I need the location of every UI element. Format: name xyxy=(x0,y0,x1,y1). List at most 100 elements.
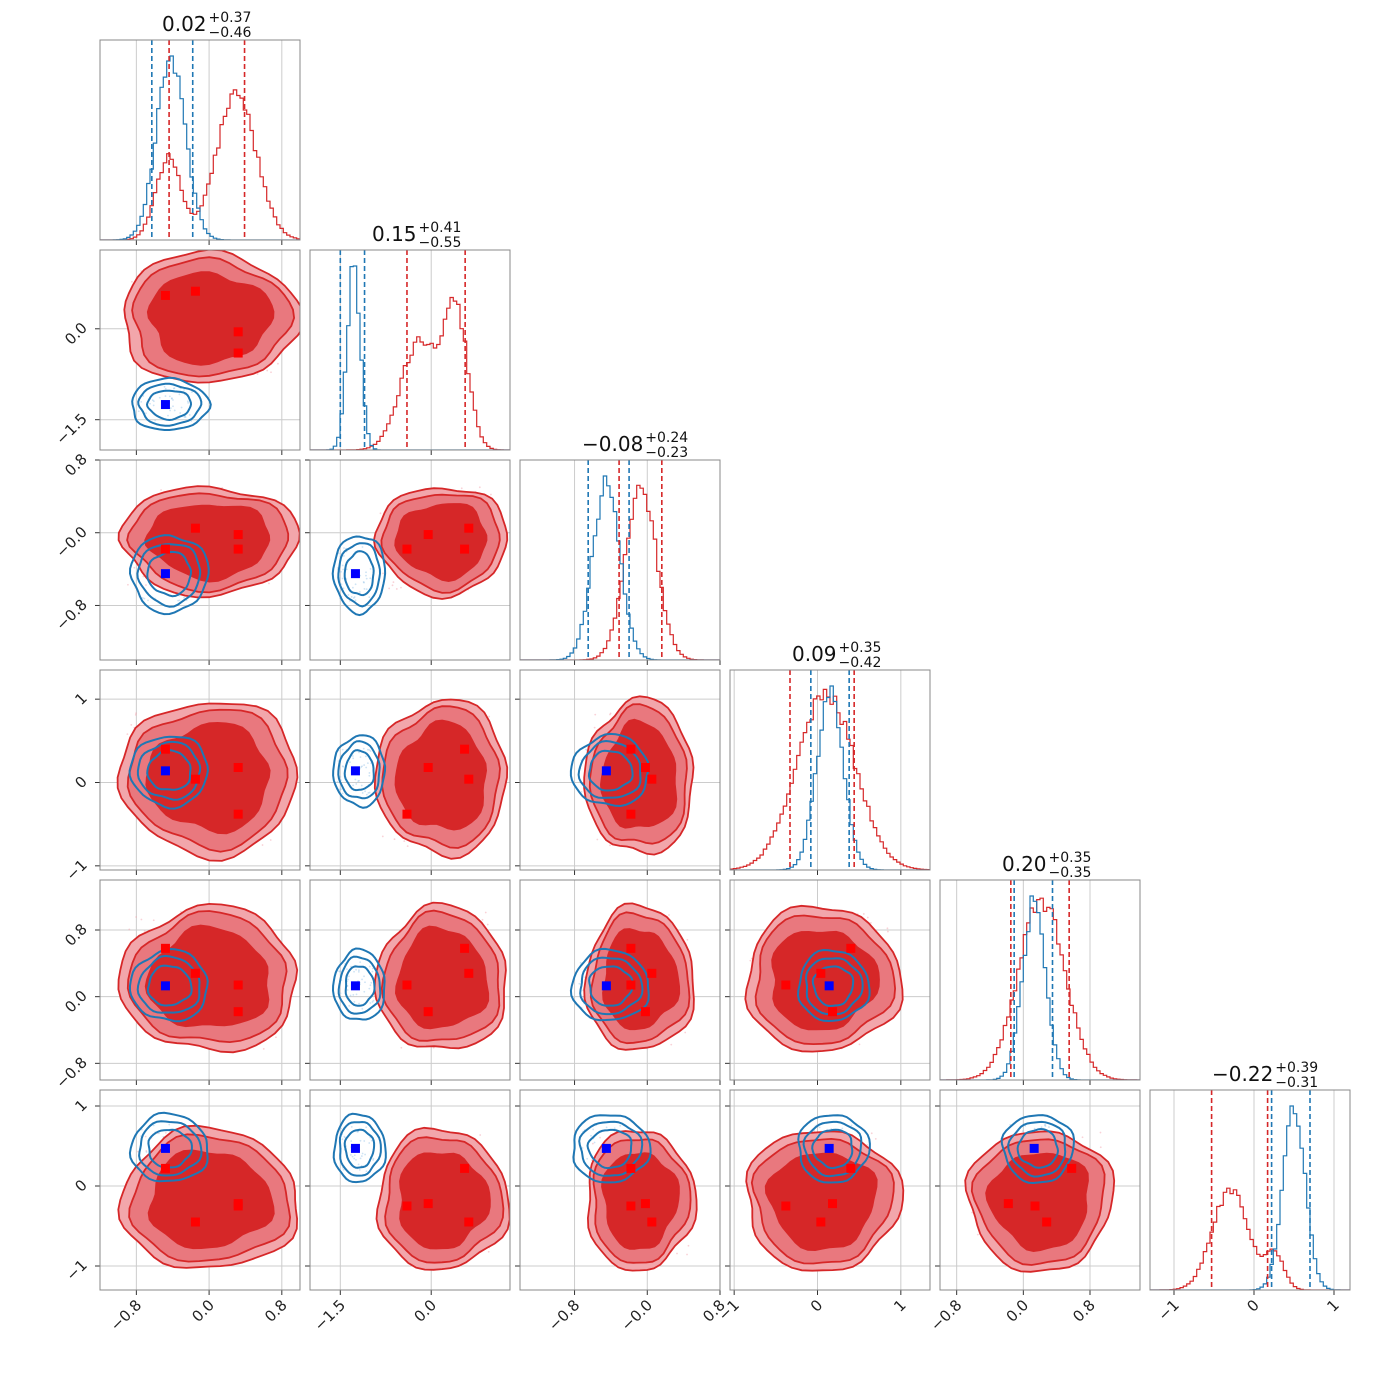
contour-blue xyxy=(146,550,193,598)
sample-point xyxy=(179,412,182,414)
sample-point xyxy=(684,1031,687,1034)
contour-blue xyxy=(145,389,193,422)
sample-point xyxy=(338,970,340,973)
contour-blue xyxy=(587,749,634,792)
contour-blue xyxy=(137,382,203,427)
sample-point xyxy=(190,391,193,393)
truth-marker-blue xyxy=(160,569,170,579)
sample-point xyxy=(342,587,345,590)
sample-point xyxy=(391,584,394,587)
truth-marker-blue xyxy=(601,766,611,776)
mode-marker-red xyxy=(626,1163,636,1173)
sample-point xyxy=(366,793,368,796)
sample-point xyxy=(341,748,344,751)
contour-blue xyxy=(797,1114,871,1184)
sample-point xyxy=(1033,1127,1036,1130)
sample-point xyxy=(345,568,348,571)
x-tick-label: 0.8 xyxy=(261,1296,291,1326)
sample-point xyxy=(340,583,343,586)
contour-blue xyxy=(331,535,387,617)
contour-blue xyxy=(128,735,209,810)
mode-marker-red xyxy=(647,774,657,784)
mode-marker-red xyxy=(464,774,474,784)
x-tick-label: −1 xyxy=(1154,1296,1182,1324)
sample-point xyxy=(1021,1130,1024,1133)
mode-marker-red xyxy=(423,1199,433,1209)
mode-marker-red xyxy=(160,290,170,300)
mode-marker-red xyxy=(160,544,170,554)
y-tick-label: 0.8 xyxy=(61,450,91,480)
sample-point xyxy=(599,1136,601,1139)
panel-frame xyxy=(939,879,1141,1081)
sample-point xyxy=(400,1046,403,1049)
sample-point xyxy=(866,1144,869,1146)
sample-point xyxy=(342,568,345,571)
sample-point xyxy=(130,723,133,726)
panel-frame xyxy=(519,879,721,1081)
sample-point xyxy=(370,981,373,984)
truth-marker-blue xyxy=(350,569,360,579)
pair-panel: −1.5 0.0 xyxy=(305,1089,511,1335)
sample-point xyxy=(152,919,155,922)
pair-panel: −1 0 1 xyxy=(62,669,301,884)
sample-point xyxy=(349,761,351,763)
sample-point xyxy=(351,1155,354,1158)
sample-point xyxy=(1099,1146,1102,1149)
mode-marker-red xyxy=(160,1163,170,1173)
sample-point xyxy=(749,959,752,962)
sample-point xyxy=(676,1252,678,1255)
contour-blue xyxy=(586,1128,633,1170)
sample-point xyxy=(158,396,161,399)
contour-inner-red xyxy=(394,503,488,583)
sample-point xyxy=(188,414,191,416)
sample-point xyxy=(277,362,279,365)
truth-marker-blue xyxy=(160,1143,170,1153)
mode-marker-red xyxy=(233,544,243,554)
y-tick-label: 0.0 xyxy=(61,987,91,1017)
sample-point xyxy=(164,395,167,397)
sample-point xyxy=(362,747,365,750)
contour-inner-red xyxy=(601,1152,680,1250)
sample-point xyxy=(339,992,342,995)
sample-point xyxy=(687,1244,690,1247)
sample-point xyxy=(169,409,171,412)
sample-point xyxy=(141,597,144,599)
pair-panel: −0.8 0.0 0.8 xyxy=(927,1089,1141,1335)
sample-point xyxy=(841,1127,844,1130)
truth-marker-blue xyxy=(350,1143,360,1153)
sample-point xyxy=(336,781,339,783)
mode-marker-red xyxy=(1042,1217,1052,1227)
pair-panel xyxy=(725,879,931,1085)
panel-title: −0.22 xyxy=(1212,1062,1273,1086)
sample-point xyxy=(613,1127,616,1130)
sample-point xyxy=(353,1000,356,1003)
sample-point xyxy=(266,369,269,372)
x-tick-label: −0.0 xyxy=(618,1296,656,1334)
panel-frame xyxy=(309,669,511,871)
y-tick-label: 0.8 xyxy=(61,920,91,950)
sample-point xyxy=(152,404,155,407)
sample-point xyxy=(168,1123,171,1126)
sample-point xyxy=(341,1138,344,1141)
sample-point xyxy=(400,586,402,589)
sample-point xyxy=(686,1253,688,1256)
contour-blue xyxy=(129,947,209,1023)
sample-point xyxy=(152,1124,155,1127)
contour-blue xyxy=(1000,1114,1076,1185)
panel-title: 0.09 xyxy=(792,642,837,666)
sample-point xyxy=(360,784,363,787)
sample-point xyxy=(596,838,599,841)
sample-point xyxy=(388,587,391,590)
contour-blue xyxy=(337,955,382,1015)
mode-marker-red xyxy=(640,763,650,772)
mode-marker-red xyxy=(460,1163,470,1173)
histogram-red xyxy=(520,484,720,660)
marginal-panel: 0.02 +0.37−0.46 xyxy=(99,10,301,245)
sample-point xyxy=(186,400,189,403)
sample-point xyxy=(593,726,596,729)
y-tick-label: 0.0 xyxy=(61,319,91,349)
sample-point xyxy=(143,930,146,932)
histogram-red xyxy=(1150,1187,1350,1290)
sample-point xyxy=(145,412,147,415)
